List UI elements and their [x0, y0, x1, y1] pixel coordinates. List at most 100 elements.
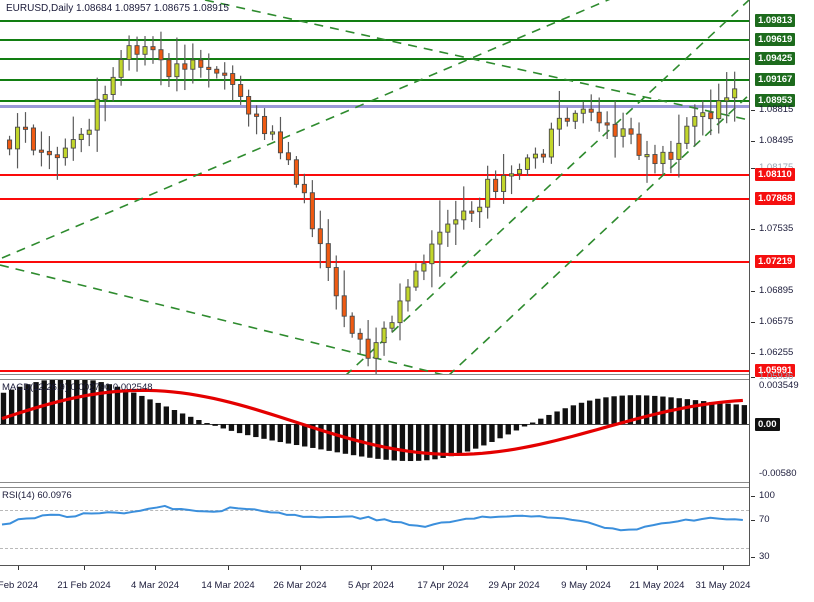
candle-body[interactable]	[357, 332, 363, 340]
candle-body[interactable]	[596, 111, 602, 124]
candle-body[interactable]	[46, 150, 52, 156]
candle-body[interactable]	[365, 338, 371, 359]
candle-body[interactable]	[254, 113, 260, 117]
candle-body[interactable]	[501, 175, 507, 192]
candle-body[interactable]	[126, 45, 132, 60]
candle-body[interactable]	[397, 300, 403, 324]
candle-body[interactable]	[453, 219, 459, 225]
candle-body[interactable]	[612, 123, 618, 137]
candle-body[interactable]	[262, 115, 268, 135]
candle-body[interactable]	[38, 149, 44, 153]
candle-body[interactable]	[620, 128, 626, 137]
candle-body[interactable]	[150, 46, 156, 51]
candle-body[interactable]	[604, 122, 610, 126]
candle-body[interactable]	[54, 154, 60, 159]
candle-body[interactable]	[293, 159, 299, 185]
candle-body[interactable]	[317, 228, 323, 245]
candle-body[interactable]	[421, 263, 427, 272]
candle-body[interactable]	[7, 139, 13, 150]
candle-body[interactable]	[676, 142, 682, 160]
candle-body[interactable]	[198, 59, 204, 68]
candle-body[interactable]	[485, 178, 491, 208]
price-level-tag[interactable]: 1.07219	[755, 255, 796, 268]
candle-body[interactable]	[309, 192, 315, 230]
candle-body[interactable]	[556, 117, 562, 130]
price-level-tag[interactable]: 1.08110	[755, 168, 795, 181]
candle-body[interactable]	[349, 315, 355, 334]
price-level-tag[interactable]: 1.09619	[755, 33, 796, 46]
candle-body[interactable]	[668, 151, 674, 160]
candle-body[interactable]	[564, 117, 570, 122]
candle-body[interactable]	[110, 76, 116, 95]
candle-body[interactable]	[246, 96, 252, 115]
candle-body[interactable]	[477, 206, 483, 213]
candle-body[interactable]	[413, 270, 419, 288]
candle-body[interactable]	[724, 97, 730, 102]
candle-body[interactable]	[78, 133, 84, 141]
candle-body[interactable]	[652, 154, 658, 165]
candle-body[interactable]	[206, 66, 212, 70]
candle-body[interactable]	[429, 243, 435, 265]
candle-body[interactable]	[660, 151, 666, 165]
candle-body[interactable]	[134, 45, 140, 55]
candle-body[interactable]	[493, 178, 499, 192]
candle-body[interactable]	[628, 128, 634, 135]
candle-body[interactable]	[692, 116, 698, 127]
candle-body[interactable]	[572, 112, 578, 122]
candlestick-series[interactable]	[0, 0, 749, 376]
candle-body[interactable]	[341, 295, 347, 317]
candle-body[interactable]	[238, 84, 244, 97]
candle-body[interactable]	[22, 126, 29, 130]
candle-body[interactable]	[469, 210, 475, 214]
candle-body[interactable]	[548, 128, 554, 158]
candle-body[interactable]	[230, 73, 236, 85]
candle-body[interactable]	[118, 59, 124, 78]
candle-body[interactable]	[716, 100, 722, 120]
candle-body[interactable]	[214, 68, 220, 74]
candle-body[interactable]	[588, 108, 594, 113]
candle-body[interactable]	[325, 243, 331, 268]
candle-body[interactable]	[445, 223, 451, 233]
candle-body[interactable]	[62, 147, 68, 159]
price-axis[interactable]: 1.09813 1.09619 1.09425 1.09167 1.08953 1.088…	[749, 0, 814, 566]
price-chart-pane[interactable]: EURUSD,Daily 1.08684 1.08957 1.08675 1.0…	[0, 0, 749, 376]
candle-body[interactable]	[580, 108, 586, 114]
price-level-tag[interactable]: 1.09425	[755, 52, 796, 65]
candle-body[interactable]	[732, 88, 738, 99]
candle-body[interactable]	[516, 168, 523, 175]
candle-body[interactable]	[15, 126, 21, 150]
time-axis[interactable]: Feb 2024 21 Feb 2024 4 Mar 2024 14 Mar 2024…	[0, 565, 750, 602]
candle-body[interactable]	[190, 59, 196, 70]
rsi-pane[interactable]: RSI(14) 60.0976	[0, 488, 749, 560]
price-level-tag[interactable]: 1.09167	[755, 73, 796, 86]
candle-body[interactable]	[636, 133, 642, 156]
candle-body[interactable]	[70, 139, 76, 149]
price-level-tag[interactable]: 1.08953	[755, 94, 796, 107]
candle-body[interactable]	[86, 129, 92, 135]
macd-pane[interactable]: MACD(12,26,9) 0.002790 0.002548	[0, 380, 749, 484]
candle-body[interactable]	[277, 131, 283, 154]
price-level-tag[interactable]: 1.07868	[755, 192, 796, 205]
candle-body[interactable]	[30, 127, 36, 151]
candle-body[interactable]	[381, 327, 387, 344]
candle-body[interactable]	[102, 94, 108, 100]
candle-body[interactable]	[708, 112, 714, 120]
candle-body[interactable]	[509, 173, 515, 177]
candle-body[interactable]	[405, 286, 411, 302]
candle-body[interactable]	[333, 267, 339, 297]
candle-body[interactable]	[182, 63, 188, 70]
candle-body[interactable]	[437, 231, 443, 245]
candle-body[interactable]	[301, 183, 307, 194]
candle-body[interactable]	[373, 342, 379, 359]
candle-body[interactable]	[269, 131, 276, 135]
price-level-tag[interactable]: 1.05991	[755, 364, 796, 377]
candle-body[interactable]	[158, 49, 164, 61]
candle-body[interactable]	[166, 59, 172, 78]
candle-body[interactable]	[94, 98, 100, 131]
candle-body[interactable]	[684, 125, 690, 144]
candle-body[interactable]	[540, 153, 546, 158]
candle-body[interactable]	[222, 72, 228, 76]
candle-body[interactable]	[644, 154, 650, 158]
candle-body[interactable]	[532, 153, 538, 159]
candle-body[interactable]	[461, 210, 467, 221]
